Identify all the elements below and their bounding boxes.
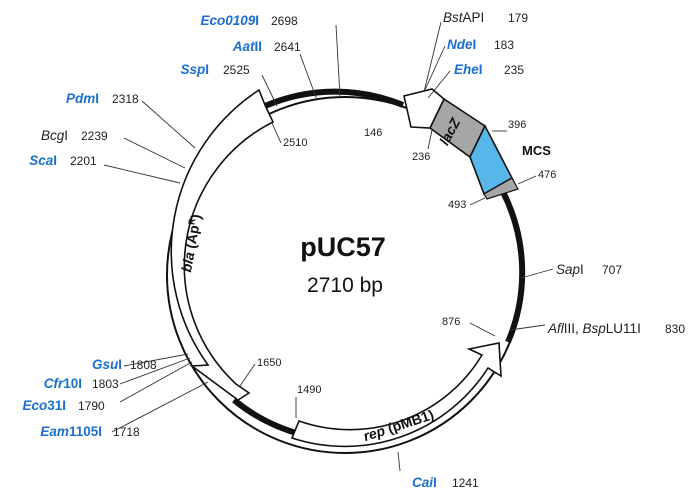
mcs-gray-strip [483, 177, 519, 200]
enzyme-ndei-pos: 183 [494, 38, 514, 52]
position-2510: 2510 [283, 137, 307, 149]
enzyme-ehei: EheI [454, 62, 483, 77]
leader-eco31i [119, 361, 193, 403]
enzyme-sapi: SapI [556, 262, 584, 277]
plasmid-size: 2710 bp [307, 274, 383, 297]
enzyme-bcgi: BcgI [41, 128, 68, 143]
enzyme-aatii: AatII [232, 39, 262, 54]
mcs-label: MCS [522, 143, 551, 158]
plasmid-name: pUC57 [300, 232, 386, 262]
enzyme-sapi-pos: 707 [602, 263, 622, 277]
backbone-thick-bottom [232, 397, 301, 437]
position-1650: 1650 [257, 357, 281, 369]
tick-476 [517, 175, 537, 185]
tick-876 [469, 322, 496, 337]
enzyme-pdmi-pos: 2318 [112, 92, 139, 106]
leader-gsui [123, 353, 189, 367]
leader-eco0109i [335, 24, 341, 98]
enzyme-eam1105i: Eam1105I [40, 424, 102, 439]
backbone-thick-right [500, 190, 526, 344]
enzyme-scai-pos: 2201 [70, 154, 97, 168]
leader-pdmi [141, 100, 196, 149]
enzyme-gsui-pos: 1808 [130, 358, 157, 372]
enzyme-eam1105i-pos: 1718 [113, 425, 140, 439]
enzyme-ndei: NdeI [447, 37, 476, 52]
bla-label: bla (ApR) [178, 213, 204, 274]
bla-feature-arrow [170, 88, 275, 401]
leader-bcgi [123, 137, 186, 169]
leader-scai [103, 164, 181, 184]
enzyme-gsui: GsuI [92, 357, 122, 372]
enzyme-bcgi-pos: 2239 [81, 129, 108, 143]
enzyme-eco0109i: Eco0109I [200, 13, 259, 28]
enzyme-eco31i-pos: 1790 [78, 399, 105, 413]
enzyme-eco31i: Eco31I [22, 398, 66, 413]
tick-493 [469, 197, 486, 206]
enzyme-bstapi: BstAPI [443, 10, 484, 25]
position-1490: 1490 [297, 384, 321, 396]
enzyme-sspi-pos: 2525 [223, 63, 250, 77]
leader-sapi [520, 268, 554, 279]
enzyme-cfr10i: Cfr10I [44, 376, 82, 391]
position-876: 876 [442, 316, 460, 328]
leader-ehei [427, 70, 451, 99]
position-236: 236 [412, 151, 430, 163]
tick-2510 [271, 122, 282, 144]
position-476: 476 [538, 169, 556, 181]
enzyme-afliii-pos: 830 [665, 322, 685, 336]
enzyme-afliii: AflIII, BspLU11I [547, 321, 641, 336]
leader-eam1105i [111, 381, 209, 433]
position-146: 146 [364, 127, 382, 139]
enzyme-aatii-pos: 2641 [274, 40, 301, 54]
enzyme-scai: ScaI [29, 153, 57, 168]
enzyme-cail-pos: 1241 [452, 476, 479, 490]
enzyme-sspi: SspI [180, 62, 209, 77]
tick-236 [427, 129, 433, 150]
leader-sspi [261, 74, 278, 107]
enzyme-bstapi-pos: 179 [508, 11, 528, 25]
leader-afliii [509, 324, 546, 331]
leader-aatii [299, 53, 318, 101]
enzyme-pdmi: PdmI [66, 91, 99, 106]
leader-cail [397, 451, 401, 472]
tick-1650 [239, 363, 256, 387]
rep-feature-arrow [290, 342, 502, 448]
position-493: 493 [448, 199, 466, 211]
leader-bstapi [423, 21, 442, 93]
enzyme-cail: CaiI [412, 475, 437, 490]
position-396: 396 [508, 119, 526, 131]
leader-cfr10i [119, 357, 191, 385]
leader-ndei [423, 45, 446, 93]
enzyme-cfr10i-pos: 1803 [92, 377, 119, 391]
enzyme-ehei-pos: 235 [504, 63, 524, 77]
backbone-thick-top [263, 88, 405, 109]
enzyme-eco0109i-pos: 2698 [271, 14, 298, 28]
